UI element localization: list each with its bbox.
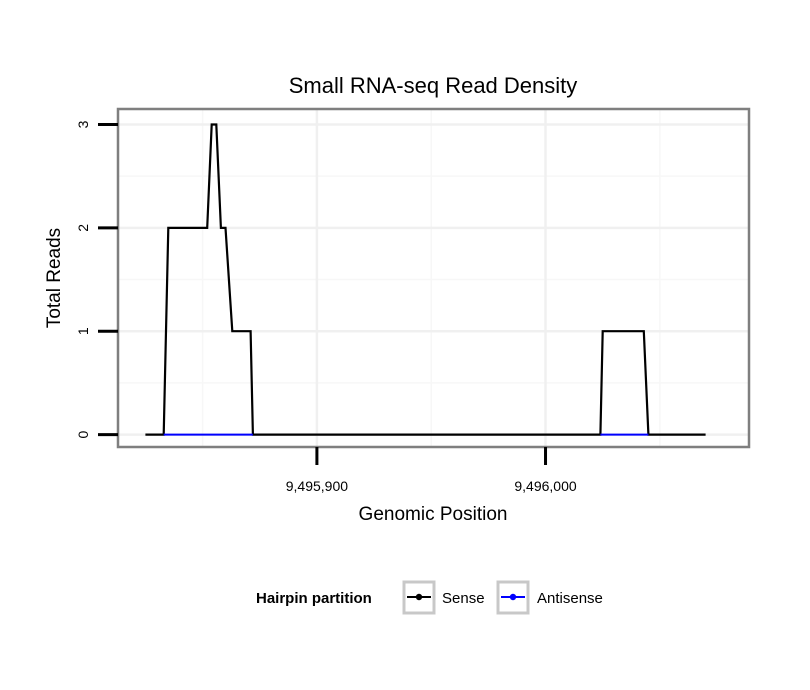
x-tick-label: 9,495,900	[286, 478, 348, 494]
x-tick-label: 9,496,000	[514, 478, 576, 494]
y-tick-label: 1	[75, 327, 91, 335]
legend-item-antisense: Antisense	[496, 580, 603, 615]
legend-marker-antisense	[509, 593, 517, 601]
y-tick-label: 3	[75, 120, 91, 128]
legend-title: Hairpin partition	[256, 590, 372, 607]
y-axis: 0 1 2 3	[75, 120, 118, 438]
y-tick-label: 0	[75, 430, 91, 438]
x-axis: 9,495,900 9,496,000	[286, 447, 577, 494]
y-tick-label: 2	[75, 224, 91, 232]
legend-label-antisense: Antisense	[537, 590, 603, 607]
y-axis-label: Total Reads	[44, 228, 65, 328]
x-axis-label: Genomic Position	[359, 504, 508, 525]
plot-border	[116, 107, 751, 449]
legend-label-sense: Sense	[442, 590, 485, 607]
legend-item-sense: Sense	[402, 580, 485, 615]
series-sense-line	[145, 123, 706, 436]
series-group	[145, 123, 706, 436]
chart-title: Small RNA-seq Read Density	[289, 73, 578, 98]
legend-marker-sense	[415, 593, 423, 601]
legend: Hairpin partition Sense Antisense	[256, 580, 603, 615]
plot-background	[118, 109, 749, 447]
